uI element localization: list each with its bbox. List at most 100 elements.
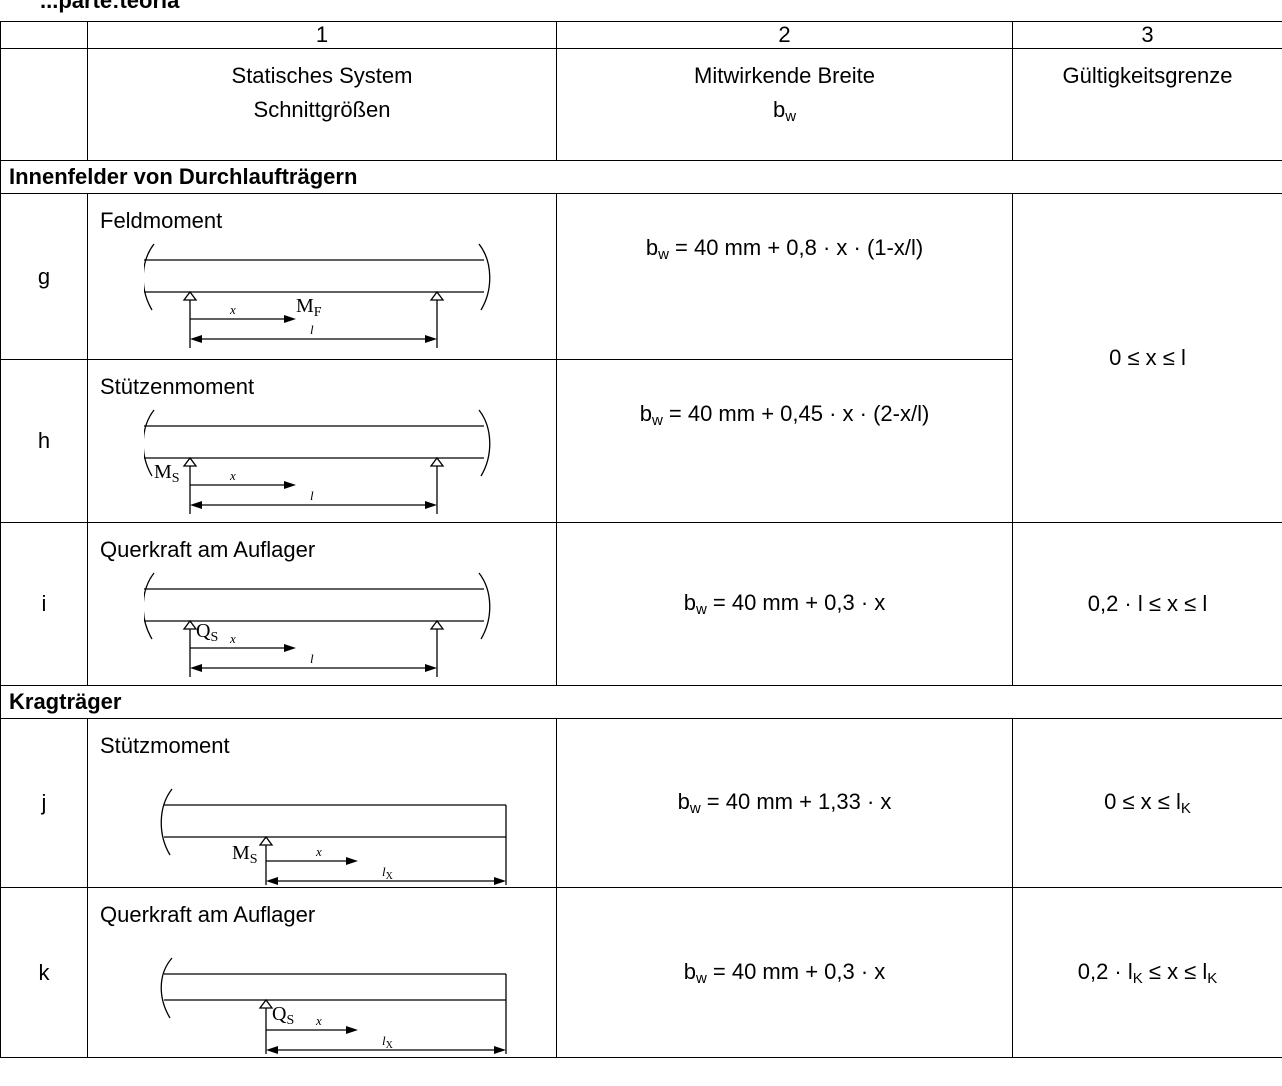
formula-text-k: = 40 mm + 0,3 · x	[706, 958, 886, 984]
table-row-j: j Stützmoment x lX MS bw = 40 mm + 1	[0, 718, 1282, 888]
x-label-g: x	[229, 302, 236, 317]
x-label-j: x	[315, 844, 322, 859]
header-blank-cell	[0, 21, 88, 49]
header-col3-number: 3	[1012, 21, 1282, 49]
formula-symbol-h: b	[639, 401, 652, 426]
formula-symbol-k: b	[683, 958, 696, 984]
formula-text-g: = 40 mm + 0,8 · x · (1-x/l)	[668, 234, 924, 260]
formula-h: bw = 40 mm + 0,45 · x · (2-x/l)	[639, 401, 930, 429]
row-letter-h: h	[0, 359, 88, 523]
force-symbol-i: Q	[196, 620, 211, 642]
header-col2-symbol: b	[772, 97, 786, 122]
formula-cell-i: bw = 40 mm + 0,3 · x	[556, 522, 1013, 686]
force-label-i: QS	[196, 620, 218, 645]
effective-width-table: 1 2 3 Statisches System Schnittgrößen Mi…	[0, 21, 1282, 1058]
limit-subscript-j: K	[1180, 800, 1191, 817]
system-label-k: Querkraft am Auflager	[100, 902, 316, 927]
formula-cell-j: bw = 40 mm + 1,33 · x	[556, 718, 1013, 888]
moment-symbol-h: M	[154, 461, 172, 483]
formula-cell-k: bw = 40 mm + 0,3 · x	[556, 887, 1013, 1058]
moment-label-h: MS	[154, 461, 180, 486]
formula-subscript-h: w	[651, 412, 663, 429]
row-letter-i: i	[0, 522, 88, 686]
table-row-g: g Feldmoment x l MF	[0, 193, 1282, 523]
header-col2-title: Mitwirkende Breite bw	[556, 48, 1013, 161]
system-cell-i: Querkraft am Auflager x l QS	[87, 522, 557, 686]
limit-subscript-k-a: K	[1132, 969, 1143, 987]
moment-subscript-h: S	[172, 471, 180, 486]
system-cell-g: Feldmoment x l MF	[87, 193, 557, 360]
cantilever-diagram-j: x lX MS	[160, 788, 507, 885]
force-subscript-k: S	[286, 1013, 294, 1028]
formula-subscript-i: w	[695, 601, 707, 618]
span-label-i: l	[310, 651, 314, 666]
x-label-h: x	[229, 468, 236, 483]
span-label-k: lX	[382, 1033, 394, 1051]
header-col2-subscript: w	[785, 108, 797, 125]
limit-text-k-b: ≤ x ≤ l	[1142, 958, 1208, 984]
beam-diagram-h: x l MS	[144, 409, 491, 514]
formula-symbol-j: b	[677, 789, 690, 814]
beam-diagram-i: x l QS	[144, 572, 491, 677]
caption-fragment: ...parte:teoria	[0, 0, 1282, 22]
formula-symbol-g: b	[645, 234, 659, 260]
header-col1-line1: Statisches System	[231, 63, 413, 88]
system-label-j: Stützmoment	[100, 733, 230, 758]
limit-cell-k: 0,2 · lK ≤ x ≤ lK	[1012, 887, 1282, 1058]
formula-text-h: = 40 mm + 0,45 · x · (2-x/l)	[662, 401, 930, 426]
x-label-i: x	[229, 631, 236, 646]
header-col1-line2: Schnittgrößen	[253, 97, 391, 122]
caption-fragment-text: ...parte:teoria	[40, 0, 180, 13]
row-letter-j: j	[0, 718, 88, 888]
span-symbol-j: l	[382, 864, 386, 879]
span-label-j: lX	[382, 864, 394, 882]
formula-subscript-k: w	[695, 969, 707, 987]
header-col2-line1: Mitwirkende Breite	[694, 63, 875, 88]
force-label-k: QS	[272, 1003, 294, 1028]
system-cell-h: Stützenmoment x l MS	[87, 359, 557, 523]
span-label-h: l	[310, 488, 314, 503]
formula-symbol-i: b	[683, 590, 696, 615]
row-letter-g: g	[0, 193, 88, 360]
formula-subscript-j: w	[689, 800, 701, 817]
row-letter-k: k	[0, 887, 88, 1058]
section-row-cantilever: Kragträger	[0, 685, 1282, 719]
limit-text-j: 0 ≤ x ≤ l	[1104, 789, 1181, 814]
limit-cell-gh: 0 ≤ x ≤ l	[1012, 193, 1282, 523]
table-row-i: i Querkraft am Auflager x l QS	[0, 522, 1282, 686]
header-title-row: Statisches System Schnittgrößen Mitwirke…	[0, 48, 1282, 161]
moment-subscript-j: S	[250, 852, 258, 867]
header-blank-cell	[0, 48, 88, 161]
beam-diagram-g: x l MF	[144, 243, 491, 348]
moment-label-g: MF	[296, 295, 322, 320]
moment-symbol-j: M	[232, 842, 250, 864]
formula-g: bw = 40 mm + 0,8 · x · (1-x/l)	[645, 234, 924, 263]
moment-label-j: MS	[232, 842, 258, 867]
section-heading-inner: Innenfelder von Durchlaufträgern	[0, 160, 1282, 194]
formula-text-i: = 40 mm + 0,3 · x	[706, 590, 886, 615]
system-label-h: Stützenmoment	[100, 374, 255, 399]
span-subscript-j: X	[386, 871, 394, 882]
system-cell-k: Querkraft am Auflager x lX QS	[87, 887, 557, 1058]
span-subscript-k: X	[386, 1040, 394, 1051]
header-col3-title: Gültigkeitsgrenze	[1012, 48, 1282, 161]
limit-subscript-k-b: K	[1207, 969, 1218, 987]
header-col2-number: 2	[556, 21, 1013, 49]
table-row-k: k Querkraft am Auflager x lX QS bw =	[0, 887, 1282, 1058]
limit-cell-j: 0 ≤ x ≤ lK	[1012, 718, 1282, 888]
formula-subscript-g: w	[658, 245, 669, 263]
moment-subscript-g: F	[314, 305, 322, 320]
limit-text-k-a: 0,2 · l	[1077, 958, 1133, 984]
cantilever-diagram-k: x lX QS	[160, 957, 507, 1054]
span-label-g: l	[310, 322, 314, 337]
system-label-g: Feldmoment	[100, 208, 223, 233]
force-subscript-i: S	[210, 630, 218, 645]
x-label-k: x	[315, 1013, 322, 1028]
formula-cell-h: bw = 40 mm + 0,45 · x · (2-x/l)	[556, 359, 1013, 523]
header-col1-number: 1	[87, 21, 557, 49]
moment-symbol-g: M	[296, 295, 314, 317]
formula-text-j: = 40 mm + 1,33 · x	[700, 789, 892, 814]
span-symbol-k: l	[382, 1033, 386, 1048]
system-cell-j: Stützmoment x lX MS	[87, 718, 557, 888]
formula-cell-g: bw = 40 mm + 0,8 · x · (1-x/l)	[556, 193, 1013, 360]
